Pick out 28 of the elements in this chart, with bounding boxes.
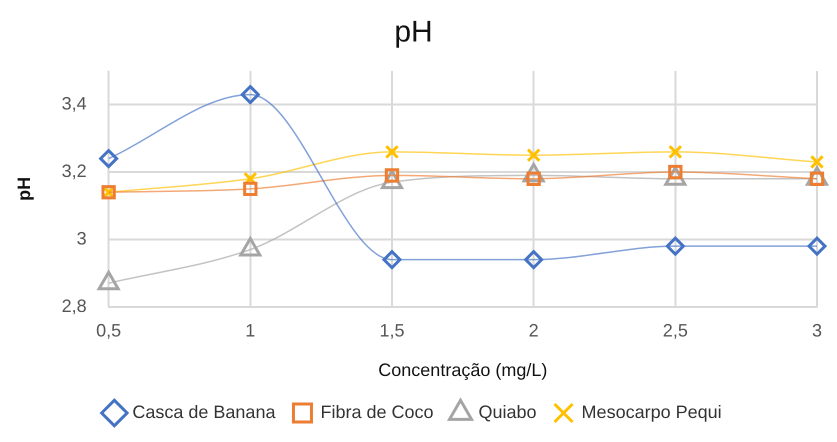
- x-axis-title: Concentração (mg/L): [378, 360, 548, 380]
- point: [243, 182, 258, 196]
- y-tick-label: 3: [76, 228, 87, 248]
- x-tick-label: 2,5: [662, 320, 688, 341]
- legend-label: Casca de Banana: [132, 402, 276, 422]
- y-tick-label: 3,2: [62, 161, 87, 182]
- point: [524, 250, 544, 270]
- y-axis-title: pH: [14, 176, 34, 201]
- point: [99, 149, 118, 168]
- y-tick-label: 3,4: [62, 94, 87, 114]
- x-tick-label: 0,5: [96, 320, 122, 341]
- x-tick-label: 2: [528, 320, 539, 341]
- x-tick-label: 1,5: [379, 320, 404, 341]
- x-tick-label: 3: [812, 320, 822, 341]
- point: [668, 144, 682, 160]
- point: [808, 236, 826, 256]
- legend-label: Fibra de Coco: [320, 402, 434, 422]
- legend-label: Mesocarpo Pequi: [582, 402, 722, 422]
- x-tick-label: 1: [245, 320, 256, 341]
- chart-title: pH: [394, 15, 433, 48]
- point: [666, 236, 685, 256]
- point: [240, 85, 260, 104]
- point: [382, 250, 402, 270]
- point: [526, 148, 541, 162]
- y-tick-label: 2,8: [62, 296, 87, 316]
- point: [384, 144, 400, 160]
- point: [810, 154, 824, 170]
- legend-label: Quiabo: [478, 402, 537, 422]
